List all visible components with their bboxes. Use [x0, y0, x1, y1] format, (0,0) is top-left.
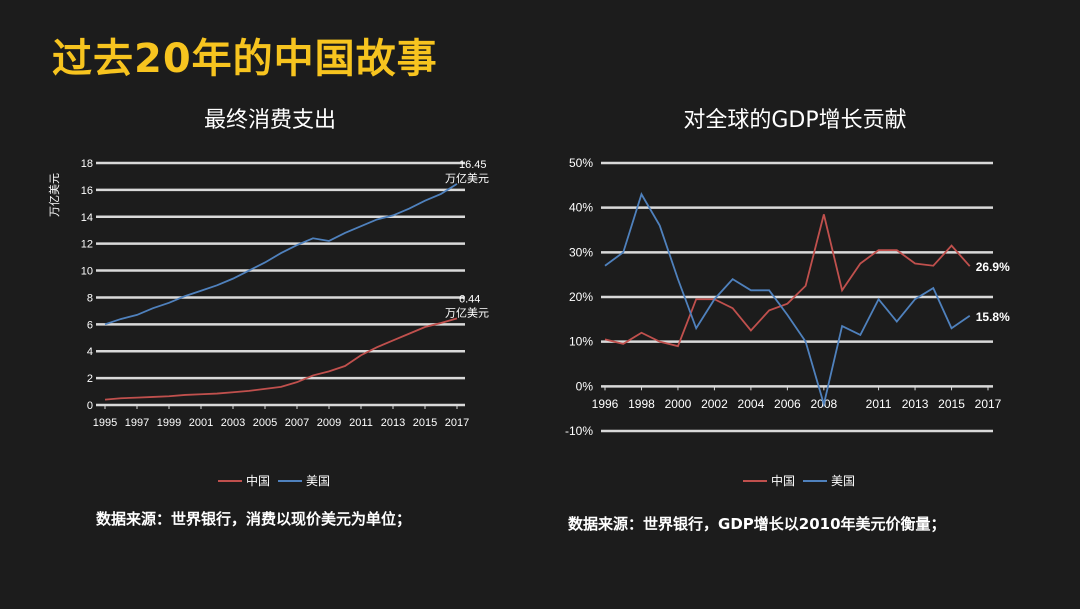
- consumption-y-tick-label: 16: [81, 185, 93, 197]
- gdp-legend-label-usa: 美国: [831, 474, 855, 488]
- gdp-x-tick-label: 2000: [665, 397, 692, 411]
- gdp-x-tick-label: 2002: [701, 397, 728, 411]
- consumption-y-tick-label: 10: [81, 266, 93, 278]
- consumption-x-tick-label: 1997: [125, 417, 149, 429]
- gdp-y-tick-label: 20%: [569, 290, 593, 304]
- consumption-x-tick-label: 2009: [317, 417, 341, 429]
- consumption-y-tick-label: 2: [87, 373, 93, 385]
- consumption-end-label-unit: 万亿美元: [445, 172, 489, 185]
- gdp-x-tick-label: 2006: [774, 397, 801, 411]
- consumption-x-tick-label: 2003: [221, 417, 245, 429]
- consumption-x-tick-label: 2017: [445, 417, 469, 429]
- consumption-x-tick-label: 1995: [93, 417, 117, 429]
- slide-title: 过去20年的中国故事: [52, 36, 438, 82]
- consumption-x-tick-label: 1999: [157, 417, 181, 429]
- gdp-x-tick-label: 2013: [902, 397, 929, 411]
- consumption-chart-title: 最终消费支出: [203, 108, 336, 133]
- consumption-series-china-line: [104, 317, 458, 401]
- gdp-x-tick-label: 2011: [866, 397, 892, 411]
- gdp-x-tick-label: 2004: [738, 397, 765, 411]
- consumption-chart: 0 2 4 6 8 10 12 14 16 18 1995 1997 1999 2001 2003 2005 2…: [48, 158, 489, 488]
- consumption-y-axis-label: 万亿美元: [48, 173, 61, 217]
- consumption-y-tick-label: 8: [87, 292, 93, 304]
- consumption-x-tick-label: 2015: [413, 417, 437, 429]
- gdp-end-label: 15.8%: [976, 310, 1010, 324]
- consumption-y-tick-label: 18: [81, 158, 93, 170]
- consumption-y-tick-label: 12: [81, 239, 93, 251]
- consumption-y-tick-label: 4: [87, 346, 93, 358]
- consumption-chart-panel: 最终消费支出 0 2 4 6 8 10 12 14 16 18 1995 1997 1999 2001 20…: [40, 100, 540, 540]
- gdp-y-tick-label: 0%: [576, 379, 594, 393]
- consumption-x-tick-label: 2013: [381, 417, 405, 429]
- gdp-y-tick-label: -10%: [565, 424, 593, 438]
- consumption-legend-label-china: 中国: [246, 473, 270, 488]
- consumption-legend-label-usa: 美国: [306, 474, 330, 488]
- gdp-y-tick-label: 30%: [569, 245, 593, 259]
- consumption-y-tick-label: 14: [81, 212, 93, 224]
- gdp-contribution-chart-title: 对全球的GDP增长贡献: [683, 108, 907, 133]
- gdp-end-label: 26.9%: [976, 260, 1010, 274]
- gdp-series-china-line: [604, 214, 971, 348]
- gdp-y-tick-label: 10%: [569, 335, 593, 349]
- source-note-left: 数据来源：世界银行，消费以现价美元为单位；: [96, 510, 412, 528]
- gdp-legend-label-china: 中国: [771, 473, 795, 488]
- consumption-x-tick-label: 2007: [285, 417, 309, 429]
- gdp-y-tick-label: 40%: [569, 201, 593, 215]
- gdp-contribution-chart-panel: 对全球的GDP增长贡献 -10% 0% 10% 20% 30% 40% 50% 1996 199…: [555, 100, 1055, 540]
- consumption-x-tick-label: 2005: [253, 417, 277, 429]
- gdp-x-tick-label: 1998: [628, 397, 655, 411]
- gdp-y-tick-label: 50%: [569, 156, 593, 170]
- source-note-right: 数据来源：世界银行，GDP增长以2010年美元价衡量；: [568, 515, 946, 533]
- consumption-x-tick-label: 2001: [189, 417, 213, 429]
- gdp-x-tick-label: 1996: [592, 397, 619, 411]
- consumption-x-tick-label: 2011: [349, 417, 373, 429]
- gdp-x-tick-label: 2015: [938, 397, 965, 411]
- consumption-y-tick-label: 0: [87, 400, 93, 412]
- consumption-end-label-value: 16.45: [459, 159, 487, 171]
- gdp-contribution-chart: -10% 0% 10% 20% 30% 40% 50% 1996 1998 2000 2002 200…: [565, 156, 1010, 488]
- consumption-series-usa-line: [104, 183, 458, 326]
- consumption-end-label-value: 6.44: [459, 293, 480, 305]
- gdp-series-usa-line: [604, 192, 971, 408]
- consumption-end-label-unit: 万亿美元: [445, 306, 489, 319]
- consumption-y-tick-label: 6: [87, 319, 93, 331]
- gdp-x-tick-label: 2017: [975, 397, 1002, 411]
